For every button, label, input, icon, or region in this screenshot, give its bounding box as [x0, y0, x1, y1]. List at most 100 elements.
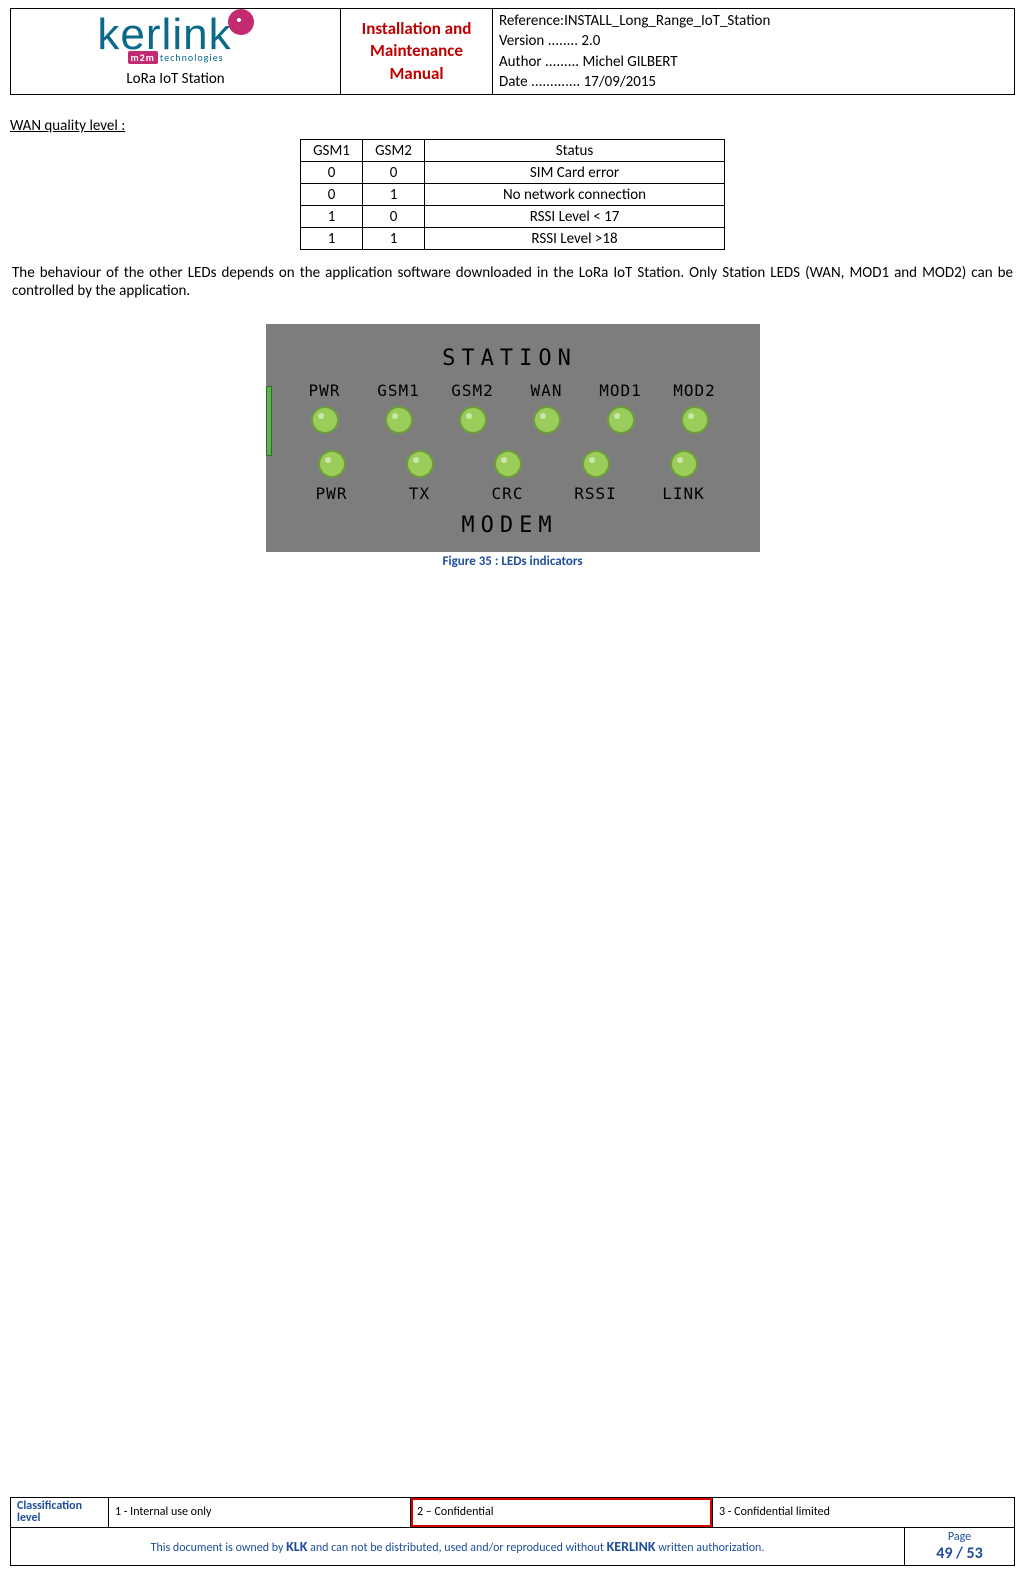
logo-text: kerlink: [97, 15, 253, 55]
reference-label: Reference:: [499, 12, 564, 30]
led-label: GSM2: [451, 381, 494, 400]
classification-table: Classification level 1 - Internal use on…: [10, 1497, 1015, 1528]
led-label: GSM1: [377, 381, 420, 400]
led-col: TX: [376, 444, 464, 503]
doc-title-line3: Manual: [347, 63, 486, 85]
led-row-modem: PWR TX CRC RSSI LINK: [288, 444, 732, 503]
led-label: PWR: [309, 381, 341, 400]
date-value: 17/09/2015: [584, 73, 656, 91]
panel-label-station: STATION: [288, 346, 732, 371]
meta-reference: Reference:INSTALL_Long_Range_IoT_Station: [499, 11, 1008, 31]
led-icon: [670, 450, 698, 478]
doc-title-cell: Installation and Maintenance Manual: [341, 9, 493, 95]
led-label: MOD2: [673, 381, 716, 400]
logo-cell: kerlink m2mtechnologies LoRa IoT Station: [11, 9, 341, 95]
classification-option-2-text: 2 – Confidential: [417, 1505, 493, 1519]
led-icon: [533, 406, 561, 434]
section-title: WAN quality level :: [10, 117, 1015, 135]
cell: 1: [363, 184, 425, 206]
owner-klk: KLK: [286, 1538, 307, 1555]
classification-label-l2: level: [17, 1511, 40, 1525]
document-header: kerlink m2mtechnologies LoRa IoT Station…: [10, 8, 1015, 95]
led-label: PWR: [288, 484, 376, 503]
cell: RSSI Level >18: [425, 228, 725, 250]
author-value: Michel GILBERT: [582, 53, 677, 71]
page-number-cell: Page 49 / 53: [905, 1528, 1015, 1566]
logo-station-label: LoRa IoT Station: [97, 70, 253, 88]
figure-caption: Figure 35 : LEDs indicators: [10, 554, 1015, 569]
led-col: GSM1: [362, 381, 436, 434]
led-label: TX: [376, 484, 464, 503]
author-label: Author .........: [499, 53, 579, 71]
cell: RSSI Level < 17: [425, 206, 725, 228]
led-icon: [494, 450, 522, 478]
led-col: RSSI: [552, 444, 640, 503]
classification-option-1: 1 - Internal use only: [109, 1497, 411, 1527]
version-value: 2.0: [581, 32, 600, 50]
page-sep: /: [952, 1544, 966, 1563]
led-icon: [385, 406, 413, 434]
led-label: CRC: [464, 484, 552, 503]
ownership-table: This document is owned by KLK and can no…: [10, 1527, 1015, 1566]
led-label: RSSI: [552, 484, 640, 503]
led-col: LINK: [640, 444, 728, 503]
meta-author: Author ......... Michel GILBERT: [499, 52, 1008, 72]
cell: 0: [363, 162, 425, 184]
cell: 1: [301, 228, 363, 250]
version-label: Version ........: [499, 32, 578, 50]
table-row: 1 0 RSSI Level < 17: [301, 206, 725, 228]
doc-meta-cell: Reference:INSTALL_Long_Range_IoT_Station…: [493, 9, 1015, 95]
wan-quality-table: GSM1 GSM2 Status 0 0 SIM Card error 0 1 …: [300, 139, 725, 250]
page-label: Page: [948, 1530, 971, 1544]
led-col: CRC: [464, 444, 552, 503]
page-total: 53: [967, 1544, 983, 1563]
figure: STATION PWR GSM1 GSM2 WAN MOD1 MOD2 PWR …: [10, 324, 1015, 569]
doc-title-line1: Installation and: [347, 18, 486, 40]
led-icon: [318, 450, 346, 478]
cell: 0: [363, 206, 425, 228]
panel-side-icon: [266, 386, 272, 456]
wan-header-gsm1: GSM1: [301, 140, 363, 162]
table-row: 1 1 RSSI Level >18: [301, 228, 725, 250]
wan-header-status: Status: [425, 140, 725, 162]
ownership-text: This document is owned by KLK and can no…: [11, 1528, 905, 1566]
led-icon: [607, 406, 635, 434]
led-icon: [459, 406, 487, 434]
body-paragraph: The behaviour of the other LEDs depends …: [12, 264, 1013, 300]
logo-dot-icon: [228, 9, 254, 35]
owner-post: written authorization.: [656, 1541, 765, 1555]
cell: No network connection: [425, 184, 725, 206]
led-row-station: PWR GSM1 GSM2 WAN MOD1 MOD2: [288, 381, 732, 434]
meta-version: Version ........ 2.0: [499, 31, 1008, 51]
led-col: WAN: [510, 381, 584, 434]
table-row: 0 1 No network connection: [301, 184, 725, 206]
led-col: PWR: [288, 381, 362, 434]
document-footer: Classification level 1 - Internal use on…: [10, 1497, 1015, 1566]
classification-option-2: 2 – Confidential: [411, 1497, 713, 1527]
page-current: 49: [936, 1544, 952, 1563]
cell: 0: [301, 184, 363, 206]
led-col: PWR: [288, 444, 376, 503]
led-icon: [406, 450, 434, 478]
logo-word: kerlink: [97, 10, 231, 59]
led-icon: [681, 406, 709, 434]
cell: 1: [301, 206, 363, 228]
led-label: WAN: [531, 381, 563, 400]
doc-title-line2: Maintenance: [347, 40, 486, 62]
owner-kerlink: KERLINK: [607, 1538, 656, 1555]
led-col: MOD2: [658, 381, 732, 434]
led-panel: STATION PWR GSM1 GSM2 WAN MOD1 MOD2 PWR …: [266, 324, 760, 552]
cell: 1: [363, 228, 425, 250]
led-col: MOD1: [584, 381, 658, 434]
led-col: GSM2: [436, 381, 510, 434]
cell: 0: [301, 162, 363, 184]
led-icon: [311, 406, 339, 434]
reference-value: INSTALL_Long_Range_IoT_Station: [564, 12, 770, 30]
led-label: LINK: [640, 484, 728, 503]
owner-pre: This document is owned by: [151, 1541, 287, 1555]
led-label: MOD1: [599, 381, 642, 400]
classification-label: Classification level: [11, 1497, 109, 1527]
date-label: Date .............: [499, 73, 580, 91]
wan-header-gsm2: GSM2: [363, 140, 425, 162]
led-icon: [582, 450, 610, 478]
